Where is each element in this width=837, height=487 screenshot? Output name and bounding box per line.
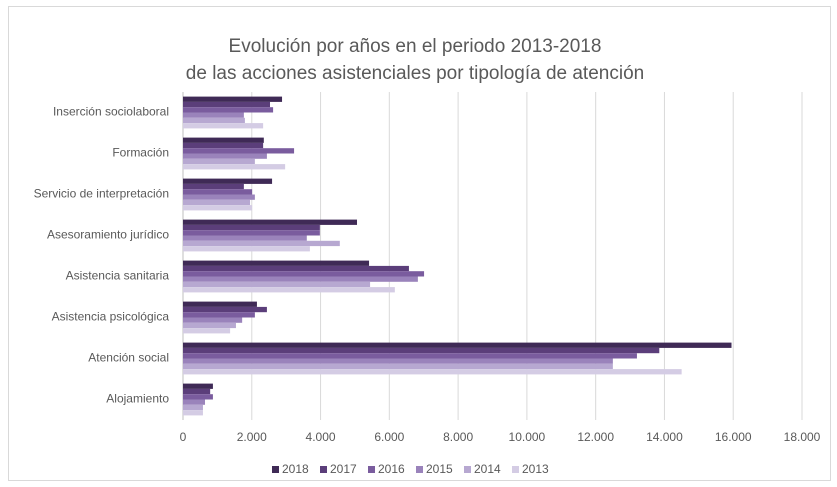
bar xyxy=(183,178,273,184)
bar xyxy=(183,107,274,113)
chart-subtitle: de las acciones asistenciales por tipolo… xyxy=(186,63,644,84)
bar xyxy=(183,388,211,395)
legend-label: 2018 xyxy=(282,462,309,476)
bar xyxy=(183,399,206,405)
legend-swatch xyxy=(368,466,375,473)
bar xyxy=(183,260,370,266)
legend-label: 2016 xyxy=(378,462,405,476)
bar xyxy=(183,194,255,200)
x-tick-label: 6.000 xyxy=(374,430,404,444)
bar xyxy=(183,358,613,364)
legend-label: 2014 xyxy=(474,462,501,476)
y-tick-label: Servicio de interpretación xyxy=(34,187,169,201)
bar xyxy=(183,153,267,159)
bar xyxy=(183,164,286,170)
bar xyxy=(183,101,271,108)
bar xyxy=(183,276,418,282)
bar xyxy=(183,383,213,389)
x-tick-label: 2.000 xyxy=(237,430,267,444)
bar xyxy=(183,342,732,348)
bar xyxy=(183,224,320,231)
bar xyxy=(183,117,245,124)
legend-swatch xyxy=(512,466,519,473)
bar xyxy=(183,235,307,241)
bar xyxy=(183,301,257,307)
y-tick-label: Asesoramiento jurídico xyxy=(47,228,169,242)
bar xyxy=(183,394,213,400)
y-tick-label: Asistencia sanitaria xyxy=(66,269,170,283)
y-tick-label: Atención social xyxy=(88,351,169,365)
legend-label: 2017 xyxy=(330,462,357,476)
legend-label: 2015 xyxy=(426,462,453,476)
x-tick-label: 8.000 xyxy=(443,430,473,444)
bar xyxy=(183,281,371,288)
bar xyxy=(183,240,340,247)
bar xyxy=(183,246,310,252)
bar xyxy=(183,306,267,313)
bar xyxy=(183,353,637,359)
bar xyxy=(183,96,283,102)
bar xyxy=(183,271,425,277)
legend-swatch xyxy=(464,466,471,473)
bar xyxy=(183,137,264,143)
bar xyxy=(183,287,395,293)
x-tick-label: 14.000 xyxy=(646,430,683,444)
chart-border xyxy=(8,6,831,481)
bar xyxy=(183,183,244,190)
bar xyxy=(183,189,253,195)
bar xyxy=(183,199,251,206)
bar xyxy=(183,123,264,129)
y-tick-label: Inserción sociolaboral xyxy=(53,105,169,119)
legend-label: 2013 xyxy=(522,462,549,476)
bar xyxy=(183,369,682,375)
legend-swatch xyxy=(320,466,327,473)
bar xyxy=(183,158,255,165)
bar xyxy=(183,205,253,211)
legend-swatch xyxy=(416,466,423,473)
x-tick-label: 18.000 xyxy=(784,430,821,444)
bar xyxy=(183,363,613,370)
chart-title: Evolución por años en el periodo 2013-20… xyxy=(229,36,602,57)
bar xyxy=(183,312,255,318)
bar xyxy=(183,148,295,154)
y-tick-label: Asistencia psicológica xyxy=(52,310,170,324)
bar xyxy=(183,142,264,149)
bar xyxy=(183,317,243,323)
x-tick-label: 4.000 xyxy=(306,430,336,444)
bar xyxy=(183,219,358,225)
bar xyxy=(183,328,231,334)
x-tick-label: 12.000 xyxy=(577,430,614,444)
legend-swatch xyxy=(272,466,279,473)
y-tick-label: Alojamiento xyxy=(106,392,169,406)
bar xyxy=(183,112,244,118)
x-tick-label: 0 xyxy=(180,430,187,444)
bar xyxy=(183,410,203,416)
bar xyxy=(183,347,660,354)
bar xyxy=(183,404,203,411)
x-tick-label: 16.000 xyxy=(715,430,752,444)
y-tick-label: Formación xyxy=(112,146,169,160)
bar xyxy=(183,230,320,236)
bar xyxy=(183,265,409,272)
x-tick-label: 10.000 xyxy=(509,430,546,444)
bar xyxy=(183,322,236,329)
